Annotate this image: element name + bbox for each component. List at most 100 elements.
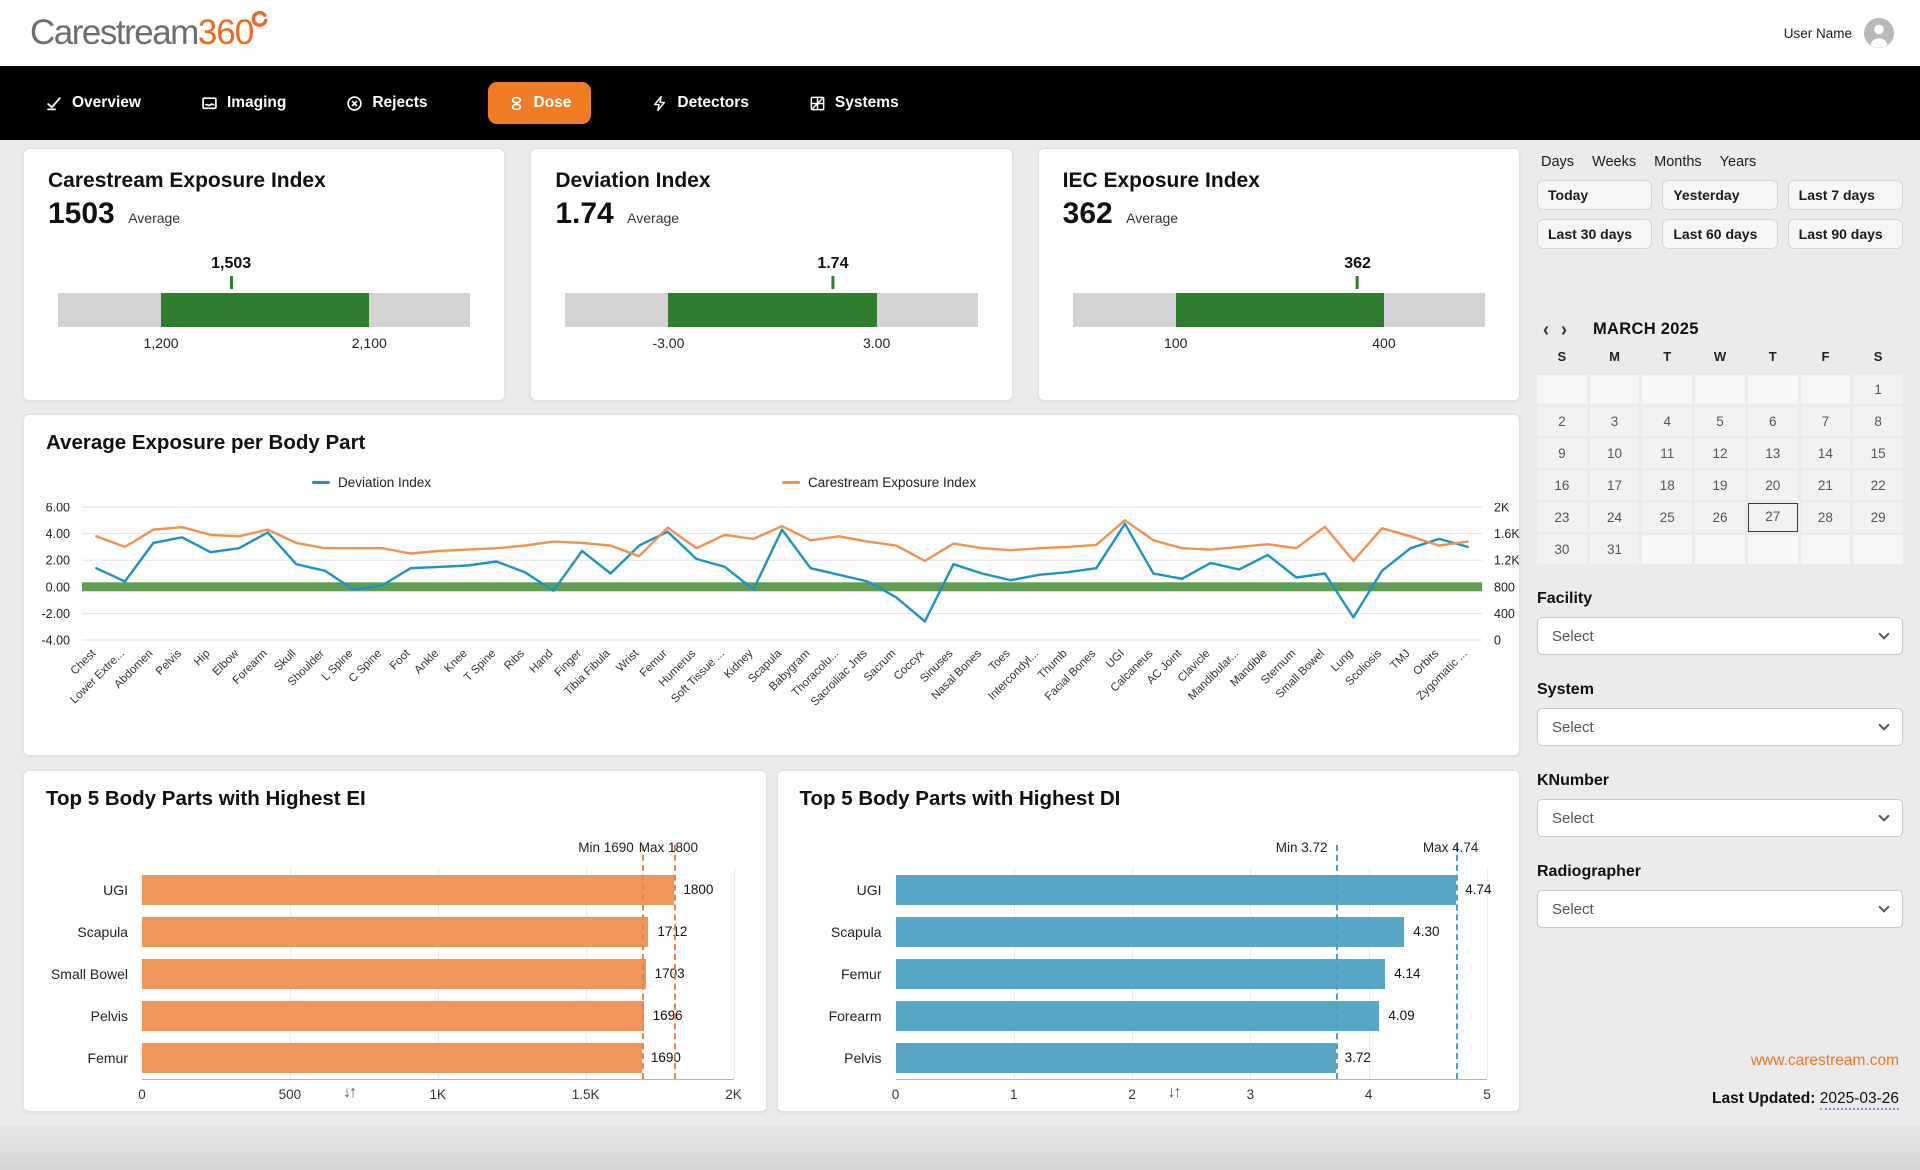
bar-category-label: Pelvis bbox=[90, 1008, 128, 1024]
calendar-day[interactable]: 28 bbox=[1800, 503, 1851, 532]
gauge-marker: 1.74 bbox=[817, 255, 848, 289]
calendar-day[interactable]: 3 bbox=[1589, 407, 1640, 436]
nav-dose[interactable]: Dose bbox=[487, 82, 592, 124]
filter-label-knumber: KNumber bbox=[1537, 772, 1610, 789]
calendar-day[interactable]: 12 bbox=[1695, 439, 1745, 468]
last-7-days-button[interactable]: Last 7 days bbox=[1787, 180, 1903, 210]
last-90-days-button[interactable]: Last 90 days bbox=[1787, 219, 1903, 249]
kpi-card-deviation-index: Deviation Index 1.74 Average 1.74 -3.00 … bbox=[530, 148, 1013, 401]
legend-carestream-exposure-index[interactable]: Carestream Exposure Index bbox=[782, 475, 976, 490]
calendar-day[interactable]: 2 bbox=[1537, 407, 1587, 436]
calendar-day[interactable]: 17 bbox=[1589, 471, 1640, 500]
nav-rejects[interactable]: Rejects bbox=[346, 94, 428, 112]
calendar-day[interactable]: 1 bbox=[1853, 375, 1903, 404]
calendar-day[interactable]: 26 bbox=[1695, 503, 1745, 532]
bar-category-label: Small Bowel bbox=[50, 966, 128, 982]
today-button[interactable]: Today bbox=[1537, 180, 1653, 210]
calendar-day[interactable]: 29 bbox=[1853, 503, 1903, 532]
calendar-day[interactable]: 10 bbox=[1589, 439, 1640, 468]
yesterday-button[interactable]: Yesterday bbox=[1662, 180, 1778, 210]
last-60-days-button[interactable]: Last 60 days bbox=[1662, 219, 1778, 249]
gauge-target-range bbox=[668, 293, 877, 327]
last-30-days-button[interactable]: Last 30 days bbox=[1537, 219, 1653, 249]
calendar-day[interactable]: 4 bbox=[1642, 407, 1693, 436]
avatar[interactable] bbox=[1864, 18, 1894, 48]
legend-deviation-index[interactable]: Deviation Index bbox=[312, 475, 431, 490]
range-tab-months[interactable]: Months bbox=[1654, 154, 1702, 170]
x-axis-tick: 0 bbox=[891, 1087, 900, 1102]
chevron-down-icon bbox=[1878, 719, 1890, 731]
series-line-1 bbox=[95, 519, 1469, 563]
user-name: User Name bbox=[1783, 25, 1852, 41]
x-axis-tick: 4 bbox=[1364, 1087, 1373, 1102]
bar-value-label: 3.72 bbox=[1344, 1050, 1371, 1065]
right-axis-tick: 0 bbox=[1494, 634, 1501, 648]
calendar-day[interactable]: 24 bbox=[1589, 503, 1640, 532]
calendar-day[interactable]: 20 bbox=[1747, 471, 1798, 500]
max-annotation: Max 4.74 bbox=[1422, 840, 1479, 855]
detectors-icon bbox=[654, 95, 666, 111]
x-axis-label: TMJ bbox=[1388, 648, 1412, 672]
select-placeholder: Select bbox=[1552, 718, 1594, 736]
calendar-day[interactable]: 21 bbox=[1800, 471, 1851, 500]
kpi-gauge: 362 100 400 bbox=[1072, 255, 1485, 365]
user-menu[interactable]: User Name bbox=[1784, 18, 1894, 48]
legend-swatch bbox=[782, 480, 800, 485]
weekday-label: S bbox=[1873, 349, 1883, 364]
gauge-marker: 362 bbox=[1344, 255, 1371, 289]
filter-select-radiographer[interactable]: Select bbox=[1537, 890, 1903, 928]
left-axis-tick: -4.00 bbox=[42, 634, 71, 648]
calendar-empty-cell bbox=[1747, 535, 1798, 564]
calendar-day[interactable]: 5 bbox=[1695, 407, 1745, 436]
weekday-label: F bbox=[1821, 349, 1830, 364]
calendar-day[interactable]: 9 bbox=[1537, 439, 1587, 468]
range-tab-days[interactable]: Days bbox=[1541, 154, 1575, 170]
brand-logo[interactable]: Carestream 360 bbox=[30, 11, 269, 53]
sort-toggle-icon[interactable]: ↓↑ bbox=[1167, 1084, 1182, 1101]
calendar-day[interactable]: 31 bbox=[1589, 535, 1640, 564]
calendar-day[interactable]: 25 bbox=[1642, 503, 1693, 532]
calendar-day[interactable]: 15 bbox=[1853, 439, 1903, 468]
filter-select-facility[interactable]: Select bbox=[1537, 617, 1903, 655]
calendar-day[interactable]: 7 bbox=[1800, 407, 1851, 436]
calendar-empty-cell bbox=[1642, 535, 1693, 564]
x-axis-label: Facial Bones bbox=[1043, 647, 1099, 703]
bar bbox=[142, 875, 675, 905]
calendar-day[interactable]: 22 bbox=[1853, 471, 1903, 500]
calendar-day[interactable]: 19 bbox=[1695, 471, 1745, 500]
x-axis-label: Skull bbox=[272, 648, 298, 674]
right-axis-tick: 800 bbox=[1494, 580, 1515, 594]
calendar-day-selected[interactable]: 27 bbox=[1747, 503, 1798, 532]
calendar-day[interactable]: 6 bbox=[1747, 407, 1798, 436]
calendar-day[interactable]: 8 bbox=[1853, 407, 1903, 436]
nav-overview[interactable]: Overview bbox=[46, 94, 141, 112]
filter-select-knumber[interactable]: Select bbox=[1537, 799, 1903, 837]
nav-imaging[interactable]: Imaging bbox=[201, 94, 286, 112]
nav-detectors[interactable]: Detectors bbox=[651, 94, 749, 112]
nav-systems[interactable]: Systems bbox=[809, 94, 899, 112]
calendar-day[interactable]: 11 bbox=[1642, 439, 1693, 468]
grid-line bbox=[733, 867, 735, 1079]
filter-select-system[interactable]: Select bbox=[1537, 708, 1903, 746]
calendar-day[interactable]: 13 bbox=[1747, 439, 1798, 468]
calendar-day[interactable]: 16 bbox=[1537, 471, 1587, 500]
calendar-prev-button[interactable]: ‹ bbox=[1543, 317, 1549, 341]
range-tab-years[interactable]: Years bbox=[1719, 154, 1757, 170]
website-link[interactable]: www.carestream.com bbox=[1750, 1052, 1899, 1069]
calendar-next-button[interactable]: › bbox=[1561, 317, 1567, 341]
main-nav: Overview Imaging Rejects Dose Detectors … bbox=[0, 66, 1920, 140]
kpi-gauge: 1,503 1,200 2,100 bbox=[58, 255, 471, 365]
kpi-value-row: 1.74 Average bbox=[555, 197, 987, 231]
calendar-day[interactable]: 30 bbox=[1537, 535, 1587, 564]
weekday-label: T bbox=[1768, 349, 1777, 364]
right-axis-tick: 1.6K bbox=[1494, 527, 1520, 541]
sort-toggle-icon[interactable]: ↓↑ bbox=[343, 1084, 357, 1101]
max-reference-line bbox=[674, 845, 677, 1079]
calendar-day[interactable]: 23 bbox=[1537, 503, 1587, 532]
calendar-day[interactable]: 18 bbox=[1642, 471, 1693, 500]
x-axis-tick: 2 bbox=[1128, 1087, 1136, 1102]
bar bbox=[142, 1043, 642, 1073]
range-tab-weeks[interactable]: Weeks bbox=[1592, 154, 1637, 170]
calendar-day[interactable]: 14 bbox=[1800, 439, 1851, 468]
